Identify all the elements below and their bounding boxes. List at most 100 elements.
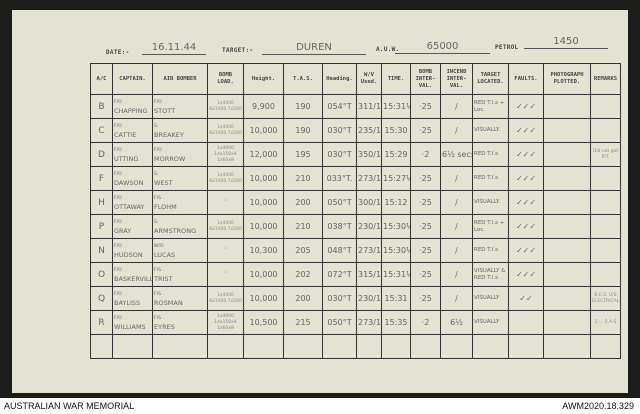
wv-used-cell: 230/10 (356, 286, 382, 311)
tas-cell: 200 (283, 286, 323, 311)
faults-cell (508, 334, 544, 359)
tas-cell: 202 (283, 262, 323, 287)
remarks-cell (590, 214, 621, 239)
height-cell: 10,000 (243, 118, 284, 143)
target-located-cell: VISUALLY (472, 286, 509, 311)
surname: BAYLISS (114, 298, 141, 307)
surname: CATTIE (114, 130, 137, 139)
heading-cell: 038°T (322, 214, 357, 239)
rank: F/S (154, 195, 161, 201)
rank: F/S (154, 267, 161, 273)
table-row: Q F/O BAYLISS F/S ROSMAN 1x4000 6x1000 7x500 1… (90, 286, 621, 311)
height-cell: 10,500 (243, 310, 284, 335)
bomb-load-cell: 1x4000 6x1000 7x500 (207, 166, 244, 191)
heading-cell: 054°T (322, 94, 357, 119)
captain-cell: F/O CATTIE (112, 118, 153, 143)
aircraft-cell: Q (90, 286, 113, 311)
photograph-plotted-cell (543, 118, 591, 143)
remarks-cell (590, 118, 621, 143)
height-cell: 10,000 (243, 286, 284, 311)
rank: F/O (114, 99, 122, 105)
rank: F/S (154, 291, 161, 297)
incend-interval-cell: / (440, 118, 473, 143)
photograph-plotted-cell (543, 142, 591, 167)
wv-used-cell: 300/10 (356, 190, 382, 215)
rank: S. (154, 171, 159, 177)
column-header: INCEND INTER-VAL. (440, 63, 473, 95)
photograph-plotted-cell (543, 238, 591, 263)
rank: F/O (114, 267, 122, 273)
incend-interval-cell: / (440, 166, 473, 191)
table-row: C F/O CATTIE S. BREAKEY 1x4000 6x1000 7x500 10… (90, 118, 621, 143)
header-row: A/C CAPTAIN. AIR BOMBER BOMB LOAD. Height. T.… (90, 63, 621, 95)
rank: F/O (114, 195, 122, 201)
surname: HUDSON (114, 250, 143, 259)
remarks-cell (590, 190, 621, 215)
photograph-plotted-cell (543, 214, 591, 239)
incend-interval-cell: / (440, 286, 473, 311)
remarks-cell: Did not get P/T. (590, 142, 621, 167)
surname: DAWSON (114, 178, 144, 187)
auw-label: A.U.W. (376, 46, 400, 53)
aircraft-cell: D (90, 142, 113, 167)
captain-cell: F/O CHAPPING (112, 94, 153, 119)
air-bomber-cell: S. BREAKEY (152, 118, 208, 143)
surname: STOTT (154, 106, 176, 115)
height-cell: 10,000 (243, 262, 284, 287)
time-cell: 15:30½ (381, 238, 411, 263)
incend-interval-cell: / (440, 190, 473, 215)
bomb-interval-cell: ·25 (410, 286, 441, 311)
bomb-load-cell: 1x4000 14x150x4 1x60x9 (207, 310, 244, 335)
air-bomber-cell: F/O MORROW (152, 142, 208, 167)
captain-cell: F/O UTTING (112, 142, 153, 167)
column-header: BOMB INTER-VAL. (410, 63, 441, 95)
bomb-interval-cell: ·25 (410, 238, 441, 263)
table-row: OF/OBASKERVILLEF/STRIST"10,000202072°T31… (90, 262, 621, 287)
target-located-cell: RED T.I.s (472, 238, 509, 263)
tas-cell: 190 (283, 118, 323, 143)
faults-cell: ✓✓✓ (508, 238, 544, 263)
faults-cell: ✓✓✓ (508, 142, 544, 167)
column-header: REMARKS (590, 63, 621, 95)
bomb-interval-cell: ·25 (410, 214, 441, 239)
rank: F/O (114, 123, 122, 129)
table-row: F F/O DAWSON S. WEST 1x4000 6x1000 7x500 10,00… (90, 166, 621, 191)
table-row: B F/O CHAPPING F/O STOTT 1x4000 6x1000 7x500 9… (90, 94, 621, 119)
table-row: NF/OHUDSONW/OLUCAS"10,300205048°T273/161… (90, 238, 621, 263)
bomb-load-cell: " (207, 190, 244, 215)
bomb-load-cell: 1x4000 6x1000 7x500 (207, 286, 244, 311)
time-cell: 15:35 (381, 310, 411, 335)
petrol-value: 1450 (524, 36, 608, 49)
faults-cell: ✓✓✓ (508, 214, 544, 239)
faults-cell: ✓✓✓ (508, 118, 544, 143)
target-located-cell: RED T.I.s + Loc. (472, 94, 509, 119)
surname: ROSMAN (154, 298, 183, 307)
rank: F/O (154, 147, 162, 153)
surname: TRIST (154, 274, 173, 283)
remarks-cell (590, 166, 621, 191)
tas-cell: 190 (283, 94, 323, 119)
column-header: FAULTS. (508, 63, 544, 95)
photograph-plotted-cell (543, 190, 591, 215)
target-located-cell: RED T.I.s + Loc. (472, 214, 509, 239)
wv-used-cell: 230/14 (356, 214, 382, 239)
faults-cell: ✓✓✓ (508, 166, 544, 191)
time-cell (381, 334, 411, 359)
air-bomber-cell: F/S FLOHM (152, 190, 208, 215)
rank: S. (154, 123, 159, 129)
photograph-plotted-cell (543, 262, 591, 287)
time-cell: 15:31 (381, 286, 411, 311)
wv-used-cell: 315/10 (356, 262, 382, 287)
date-label: DATE:- (106, 49, 130, 56)
heading-cell: 030°T (322, 286, 357, 311)
target-located-cell (472, 334, 509, 359)
aircraft-cell (90, 334, 113, 359)
wv-used-cell: 273/18 (356, 310, 382, 335)
table-row: HF/OOTTAWAYF/SFLOHM"10,000200050°T300/10… (90, 190, 621, 215)
time-cell: 15:30 (381, 118, 411, 143)
remarks-cell: 2 ... 5.A.S (590, 310, 621, 335)
faults-cell: ✓✓✓ (508, 94, 544, 119)
incend-interval-cell: / (440, 262, 473, 287)
footer-accession: AWM2020.18.329 (562, 401, 634, 411)
photograph-plotted-cell (543, 94, 591, 119)
